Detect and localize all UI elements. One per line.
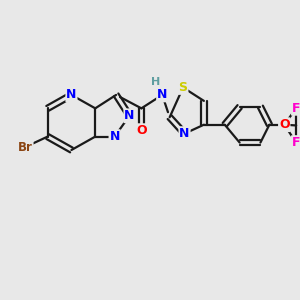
Text: O: O bbox=[136, 124, 147, 137]
Text: F: F bbox=[292, 136, 300, 149]
Text: N: N bbox=[66, 88, 76, 101]
Text: N: N bbox=[124, 109, 135, 122]
Text: N: N bbox=[157, 88, 167, 101]
Text: O: O bbox=[279, 118, 290, 131]
Text: N: N bbox=[110, 130, 120, 143]
Text: N: N bbox=[179, 127, 190, 140]
Text: S: S bbox=[178, 81, 188, 94]
Text: Br: Br bbox=[18, 140, 33, 154]
Text: H: H bbox=[151, 76, 160, 86]
Text: F: F bbox=[292, 102, 300, 115]
